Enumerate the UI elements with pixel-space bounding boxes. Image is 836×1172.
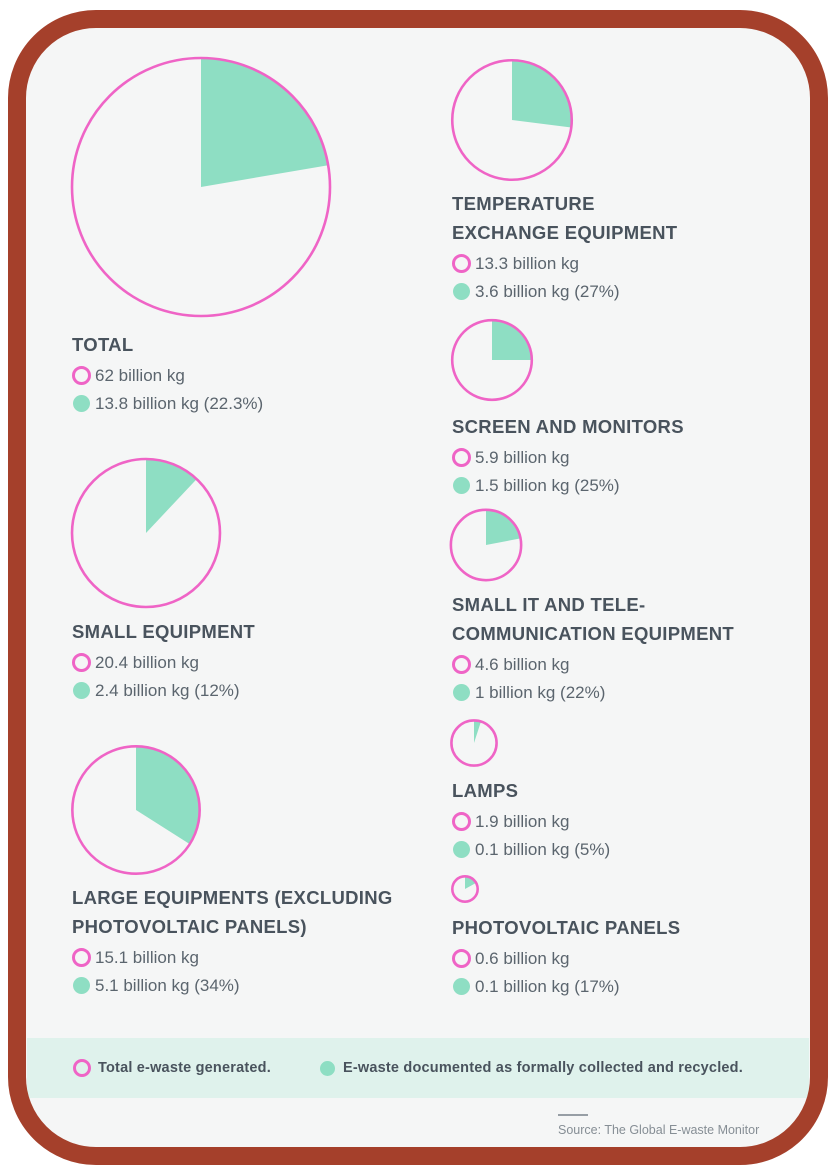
legend-item-generated: Total e-waste generated. bbox=[73, 1059, 271, 1077]
generated-ring-icon bbox=[452, 949, 471, 968]
pie-photovoltaic-panels bbox=[451, 875, 479, 903]
total-value: 1.9 billion kg bbox=[475, 811, 570, 831]
total-stat-row: 20.4 billion kg bbox=[72, 651, 255, 674]
recycled-stat-row: 5.1 billion kg (34%) bbox=[72, 974, 393, 997]
recycled-dot-icon bbox=[73, 395, 90, 412]
total-value: 62 billion kg bbox=[95, 365, 185, 385]
pie-lamps bbox=[450, 719, 498, 767]
category-lamps: LAMPS 1.9 billion kg 0.1 billion kg (5%) bbox=[452, 776, 610, 861]
recycled-value: 0.1 billion kg (5%) bbox=[475, 839, 611, 859]
total-value: 4.6 billion kg bbox=[475, 654, 570, 674]
total-stat-row: 13.3 billion kg bbox=[452, 252, 677, 275]
pie-screens-monitors bbox=[450, 318, 534, 402]
total-stat-row: 0.6 billion kg bbox=[452, 947, 680, 970]
total-stat-row: 1.9 billion kg bbox=[452, 810, 610, 833]
category-title: SMALL IT AND TELE- COMMUNICATION EQUIPME… bbox=[452, 594, 734, 644]
total-stat-row: 15.1 billion kg bbox=[72, 946, 393, 969]
recycled-stat-row: 1 billion kg (22%) bbox=[452, 681, 734, 704]
total-stat-row: 5.9 billion kg bbox=[452, 446, 684, 469]
pie-small-equipment bbox=[70, 457, 222, 609]
generated-ring-icon bbox=[452, 655, 471, 674]
pie-small-it-telecom bbox=[449, 508, 523, 582]
category-small-it-telecom: SMALL IT AND TELE- COMMUNICATION EQUIPME… bbox=[452, 590, 734, 704]
recycled-stat-row: 1.5 billion kg (25%) bbox=[452, 474, 684, 497]
recycled-value: 1 billion kg (22%) bbox=[475, 682, 606, 702]
total-value: 20.4 billion kg bbox=[95, 652, 199, 672]
recycled-value: 1.5 billion kg (25%) bbox=[475, 475, 620, 495]
recycled-dot-icon bbox=[453, 978, 470, 995]
recycled-dot-icon bbox=[453, 841, 470, 858]
recycled-value: 2.4 billion kg (12%) bbox=[95, 680, 240, 700]
recycled-stat-row: 0.1 billion kg (17%) bbox=[452, 975, 680, 998]
generated-ring-icon bbox=[72, 653, 91, 672]
recycled-stat-row: 13.8 billion kg (22.3%) bbox=[72, 392, 263, 415]
legend-item-recycled: E-waste documented as formally collected… bbox=[319, 1060, 743, 1077]
category-screens-monitors: SCREEN AND MONITORS 5.9 billion kg 1.5 b… bbox=[452, 412, 684, 497]
recycled-stat-row: 2.4 billion kg (12%) bbox=[72, 679, 255, 702]
total-value: 0.6 billion kg bbox=[475, 948, 570, 968]
category-temperature-exchange: TEMPERATURE EXCHANGE EQUIPMENT 13.3 bill… bbox=[452, 189, 677, 303]
source-block: Source: The Global E-waste Monitor bbox=[558, 1114, 808, 1137]
category-title: TEMPERATURE EXCHANGE EQUIPMENT bbox=[452, 193, 678, 243]
category-photovoltaic-panels: PHOTOVOLTAIC PANELS 0.6 billion kg 0.1 b… bbox=[452, 913, 680, 998]
total-stat-row: 4.6 billion kg bbox=[452, 653, 734, 676]
total-value: 13.3 billion kg bbox=[475, 253, 579, 273]
legend-label: Total e-waste generated. bbox=[98, 1060, 271, 1076]
total-value: 5.9 billion kg bbox=[475, 447, 570, 467]
recycled-dot-icon bbox=[453, 684, 470, 701]
recycled-stat-row: 3.6 billion kg (27%) bbox=[452, 280, 677, 303]
sheet-background bbox=[8, 10, 828, 1165]
recycled-value: 13.8 billion kg (22.3%) bbox=[95, 393, 264, 413]
source-divider bbox=[558, 1114, 588, 1116]
pie-large-equipments bbox=[71, 745, 201, 875]
category-title: TOTAL bbox=[72, 334, 134, 355]
category-title: PHOTOVOLTAIC PANELS bbox=[452, 917, 681, 938]
category-title: SCREEN AND MONITORS bbox=[452, 416, 684, 437]
category-title: LARGE EQUIPMENTS (EXCLUDING PHOTOVOLTAIC… bbox=[72, 887, 393, 937]
recycled-dot-icon bbox=[453, 283, 470, 300]
category-small-equipment: SMALL EQUIPMENT 20.4 billion kg 2.4 bill… bbox=[72, 617, 255, 702]
source-text: Source: The Global E-waste Monitor bbox=[558, 1123, 760, 1137]
category-large-equipments: LARGE EQUIPMENTS (EXCLUDING PHOTOVOLTAIC… bbox=[72, 883, 393, 997]
recycled-dot-icon bbox=[73, 682, 90, 699]
total-stat-row: 62 billion kg bbox=[72, 364, 263, 387]
generated-ring-icon bbox=[72, 366, 91, 385]
recycled-dot-icon bbox=[73, 977, 90, 994]
legend-label: E-waste documented as formally collected… bbox=[342, 1060, 743, 1076]
recycled-stat-row: 0.1 billion kg (5%) bbox=[452, 838, 610, 861]
generated-ring-icon bbox=[452, 812, 471, 831]
recycled-dot-icon bbox=[319, 1060, 335, 1076]
recycled-value: 0.1 billion kg (17%) bbox=[475, 976, 620, 996]
category-title: LAMPS bbox=[452, 780, 519, 801]
pie-total bbox=[70, 56, 332, 318]
recycled-value: 5.1 billion kg (34%) bbox=[95, 975, 240, 995]
legend-bar: Total e-waste generated. E-waste documen… bbox=[27, 1038, 809, 1098]
category-total: TOTAL 62 billion kg 13.8 billion kg (22.… bbox=[72, 330, 263, 415]
category-title: SMALL EQUIPMENT bbox=[72, 621, 255, 642]
generated-ring-icon bbox=[452, 448, 471, 467]
generated-ring-icon bbox=[72, 948, 91, 967]
generated-ring-icon bbox=[452, 254, 471, 273]
pie-temperature-exchange bbox=[450, 58, 574, 182]
recycled-value: 3.6 billion kg (27%) bbox=[475, 281, 620, 301]
generated-ring-icon bbox=[73, 1059, 91, 1077]
total-value: 15.1 billion kg bbox=[95, 947, 199, 967]
recycled-dot-icon bbox=[453, 477, 470, 494]
